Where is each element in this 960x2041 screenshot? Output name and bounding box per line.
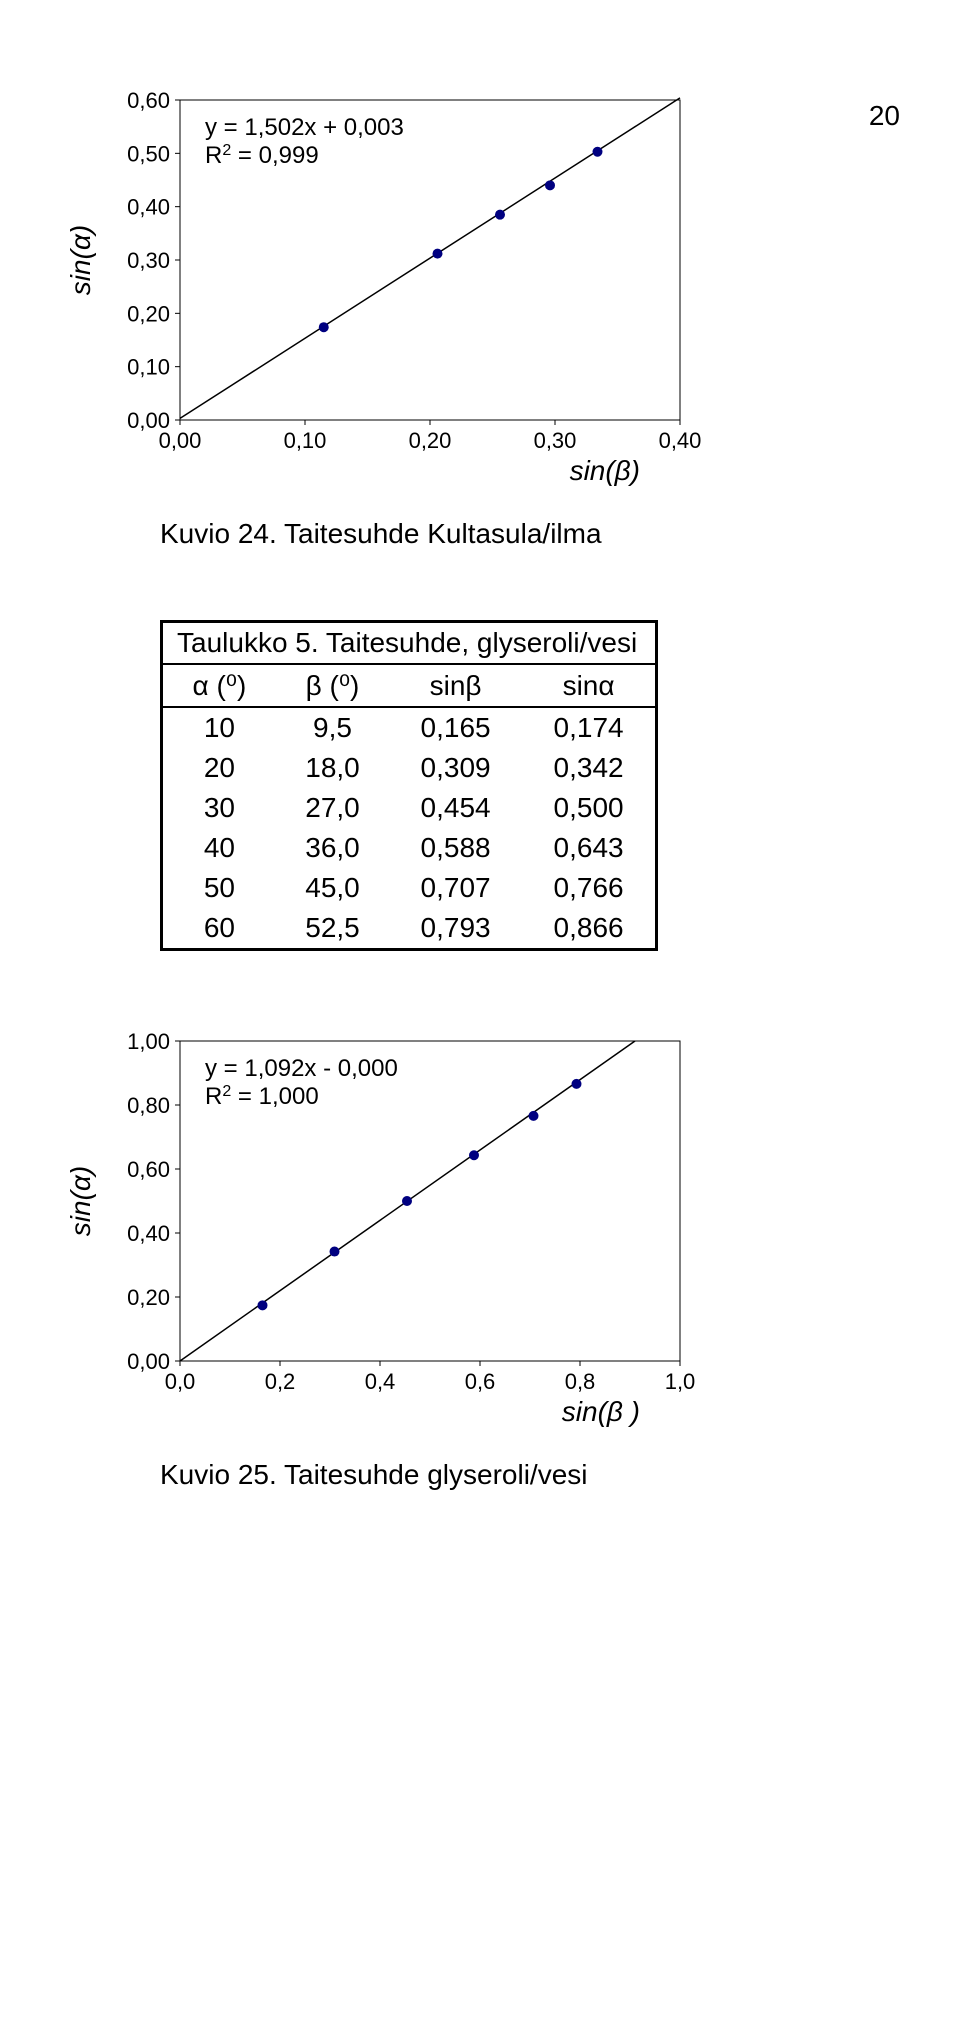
table-row: 5045,00,7070,766 xyxy=(162,868,657,908)
chart-2-svg: 0,00 0,20 0,40 0,60 0,80 1,00 0,0 0,2 0,4 0,6 0,8 1… xyxy=(70,1021,710,1441)
svg-text:0,40: 0,40 xyxy=(659,428,702,453)
chart-2: 0,00 0,20 0,40 0,60 0,80 1,00 0,0 0,2 0,4 0,6 0,8 1… xyxy=(70,1021,960,1441)
svg-text:0,20: 0,20 xyxy=(409,428,452,453)
table-header: β (⁰) xyxy=(276,664,389,707)
svg-text:y = 1,502x + 0,003: y = 1,502x + 0,003 xyxy=(205,114,404,141)
table-row: 6052,50,7930,866 xyxy=(162,908,657,950)
svg-text:sin(α): sin(α) xyxy=(70,1166,96,1236)
svg-text:0,20: 0,20 xyxy=(127,1285,170,1310)
page-number: 20 xyxy=(869,100,900,132)
svg-text:sin(α): sin(α) xyxy=(70,225,96,295)
svg-text:0,10: 0,10 xyxy=(284,428,327,453)
table-row: 3027,00,4540,500 xyxy=(162,788,657,828)
svg-text:0,4: 0,4 xyxy=(365,1369,396,1394)
svg-text:0,60: 0,60 xyxy=(127,1157,170,1182)
svg-text:0,00: 0,00 xyxy=(127,1349,170,1374)
svg-text:R2 = 0,999: R2 = 0,999 xyxy=(205,142,319,170)
svg-text:0,6: 0,6 xyxy=(465,1369,496,1394)
chart-1: 0,000,100,200,300,400,500,600,000,100,20… xyxy=(70,80,960,500)
table-row: 109,50,1650,174 xyxy=(162,707,657,748)
table-row: 4036,00,5880,643 xyxy=(162,828,657,868)
svg-text:1,0: 1,0 xyxy=(665,1369,696,1394)
svg-text:y = 1,092x - 0,000: y = 1,092x - 0,000 xyxy=(205,1055,398,1082)
svg-text:0,20: 0,20 xyxy=(127,301,170,326)
table-title: Taulukko 5. Taitesuhde, glyseroli/vesi xyxy=(162,622,657,665)
svg-text:0,30: 0,30 xyxy=(127,248,170,273)
svg-text:0,00: 0,00 xyxy=(159,428,202,453)
svg-text:0,2: 0,2 xyxy=(265,1369,296,1394)
data-table: Taulukko 5. Taitesuhde, glyseroli/vesi α… xyxy=(160,620,658,951)
svg-text:0,60: 0,60 xyxy=(127,88,170,113)
svg-text:0,10: 0,10 xyxy=(127,355,170,380)
table-header: α (⁰) xyxy=(162,664,276,707)
page: 20 0,00 0,10 0,20 0,30 0,40 0,50 0,60 0,00 0,10 0… xyxy=(0,80,960,1551)
svg-text:0,0: 0,0 xyxy=(165,1369,196,1394)
chart-1-svg: 0,000,100,200,300,400,500,600,000,100,20… xyxy=(70,80,710,500)
svg-text:0,8: 0,8 xyxy=(565,1369,596,1394)
caption-1: Kuvio 24. Taitesuhde Kultasula/ilma xyxy=(160,518,960,550)
svg-text:1,00: 1,00 xyxy=(127,1029,170,1054)
svg-text:0,40: 0,40 xyxy=(127,195,170,220)
table-row: 2018,00,3090,342 xyxy=(162,748,657,788)
svg-text:R2 = 1,000: R2 = 1,000 xyxy=(205,1083,319,1111)
svg-text:0,40: 0,40 xyxy=(127,1221,170,1246)
svg-text:sin(β): sin(β) xyxy=(570,455,640,486)
table-header: sinα xyxy=(522,664,657,707)
svg-text:0,50: 0,50 xyxy=(127,141,170,166)
caption-2: Kuvio 25. Taitesuhde glyseroli/vesi xyxy=(160,1459,960,1491)
svg-text:0,30: 0,30 xyxy=(534,428,577,453)
svg-text:sin(β ): sin(β ) xyxy=(562,1396,640,1427)
table-header: sinβ xyxy=(389,664,522,707)
svg-text:0,80: 0,80 xyxy=(127,1093,170,1118)
